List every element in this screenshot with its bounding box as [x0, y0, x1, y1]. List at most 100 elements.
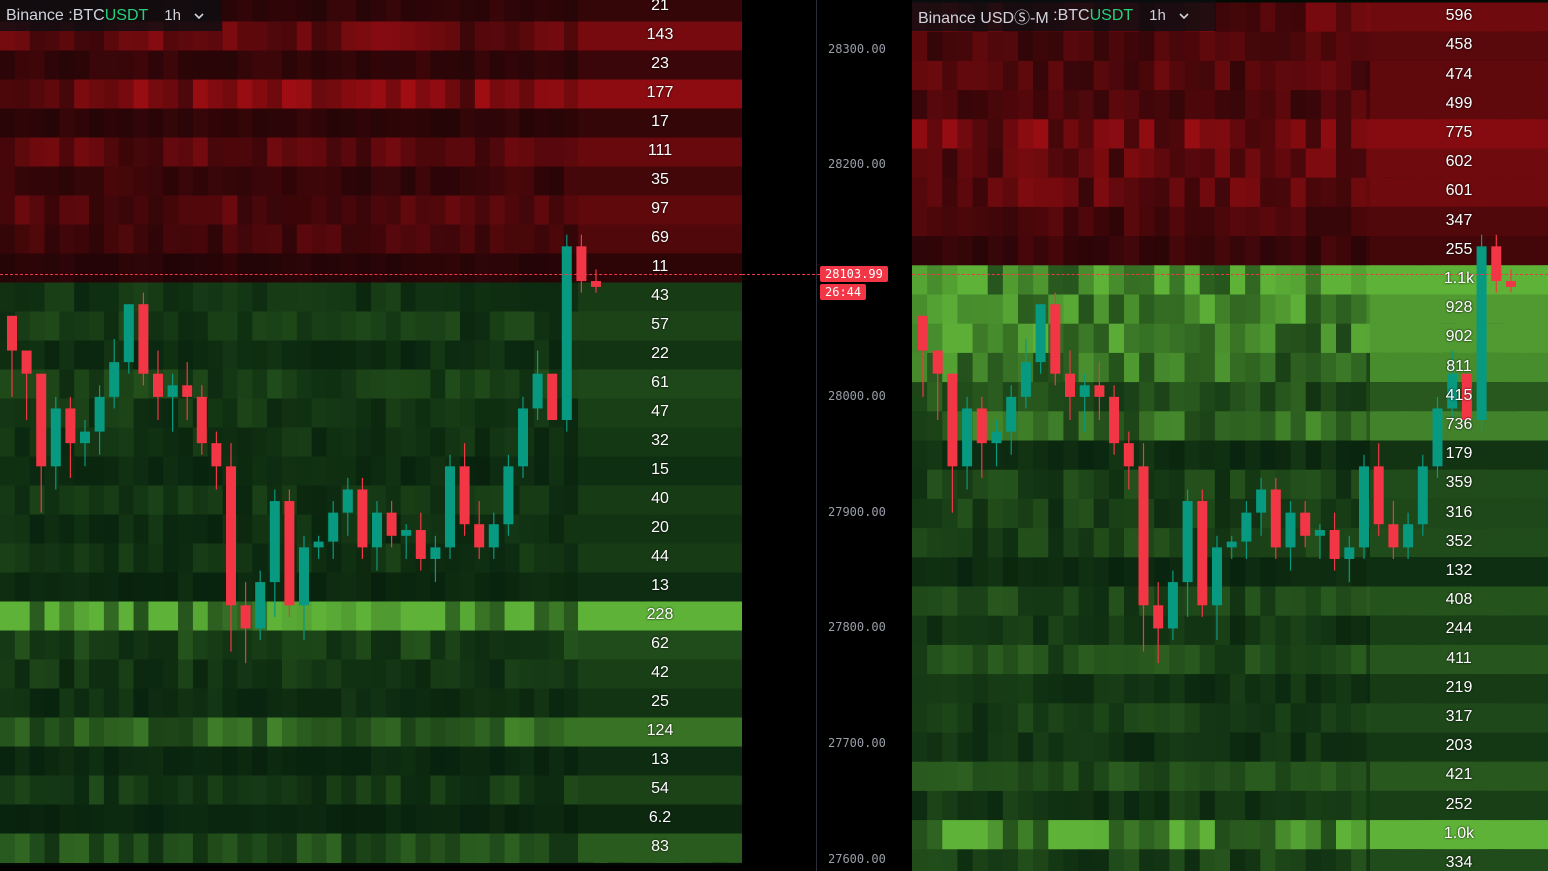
heatmap-cell — [222, 311, 238, 341]
heatmap-cell — [326, 601, 342, 631]
heatmap-cell — [148, 572, 164, 602]
heatmap-cell — [445, 427, 461, 457]
heatmap-cell — [563, 775, 580, 805]
heatmap-cell — [326, 21, 342, 51]
heatmap-cell — [356, 21, 372, 51]
heatmap-cell — [371, 398, 387, 428]
heatmap-cell — [371, 369, 387, 399]
heatmap-cell — [371, 0, 387, 22]
heatmap-cell — [29, 514, 46, 544]
heatmap-cell — [89, 166, 105, 196]
orderbook-level-label: 775 — [1445, 123, 1473, 141]
heatmap-cell — [296, 340, 313, 370]
heatmap-cell — [400, 688, 417, 718]
orderbook-level-label: 244 — [1445, 620, 1473, 638]
heatmap-cell — [415, 456, 431, 486]
heatmap-cell — [59, 50, 75, 80]
left-chart-panel[interactable]: 21 143 23 177 17 111 35 97 69 11 43 57 22 61 47 32 15 40 2… — [0, 0, 742, 865]
heatmap-cell — [296, 717, 313, 747]
heatmap-cell — [1139, 31, 1155, 62]
heatmap-cell — [489, 195, 506, 225]
heatmap-cell — [489, 775, 506, 805]
heatmap-cell — [178, 543, 194, 573]
heatmap-cell — [1260, 31, 1276, 62]
heatmap-cell — [534, 775, 550, 805]
heatmap-cell — [252, 137, 268, 167]
heatmap-cell — [341, 746, 357, 776]
heatmap-cell — [267, 369, 283, 399]
heatmap-cell — [0, 427, 16, 457]
left-timeframe[interactable]: 1h — [164, 7, 181, 24]
heatmap-cell — [1018, 60, 1034, 91]
candle-body — [138, 304, 149, 374]
heatmap-cell — [519, 543, 535, 573]
heatmap-cell — [281, 79, 298, 109]
heatmap-cell — [430, 108, 446, 138]
heatmap-cell — [267, 311, 283, 341]
chevron-down-icon[interactable] — [193, 10, 205, 22]
heatmap-cell — [267, 224, 283, 254]
candle-body — [299, 547, 309, 606]
heatmap-cell — [296, 514, 313, 544]
candle-body — [36, 373, 47, 467]
candle-down — [591, 269, 601, 293]
candle-body — [7, 315, 17, 351]
heatmap-cell — [118, 659, 135, 689]
heatmap-cell — [148, 688, 164, 718]
heatmap-cell — [430, 746, 446, 776]
right-symbol-header[interactable]: Binance USDⓈ-M : BTC USDT 1h — [912, 0, 1216, 31]
candle-body — [80, 431, 90, 444]
candle-body — [976, 408, 987, 444]
heatmap-cell — [237, 746, 253, 776]
heatmap-cell — [89, 659, 105, 689]
heatmap-cell — [415, 485, 431, 515]
heatmap-cell — [89, 253, 105, 283]
heatmap-cell — [445, 572, 461, 602]
heatmap-cell — [430, 340, 446, 370]
heatmap-cell — [267, 717, 283, 747]
right-timeframe[interactable]: 1h — [1149, 7, 1166, 24]
orderbook-level-label: 21 — [651, 0, 669, 14]
heatmap-cell — [1108, 90, 1125, 120]
heatmap-cell — [430, 369, 446, 399]
heatmap-cell — [563, 195, 580, 225]
heatmap-cell — [385, 253, 402, 283]
left-symbol-header[interactable]: Binance : BTC USDT 1h — [0, 0, 222, 31]
heatmap-cell — [415, 137, 431, 167]
heatmap-cell — [415, 688, 431, 718]
heatmap-cell — [400, 514, 417, 544]
heatmap-cell — [311, 688, 327, 718]
candle-body — [962, 408, 973, 467]
heatmap-cell — [103, 253, 120, 283]
heatmap-cell — [460, 0, 476, 22]
heatmap-cell — [207, 630, 224, 660]
heatmap-cell — [0, 514, 16, 544]
heatmap-cell — [385, 746, 402, 776]
heatmap-cell — [356, 717, 372, 747]
candle-up — [962, 396, 973, 490]
heatmap-cell — [400, 746, 417, 776]
heatmap-cell — [118, 688, 135, 718]
heatmap-cell — [207, 601, 224, 631]
heatmap-cell — [163, 166, 179, 196]
heatmap-cell — [504, 630, 520, 660]
candle-body — [430, 547, 441, 559]
heatmap-cell — [489, 427, 506, 457]
heatmap-cell — [549, 775, 565, 805]
heatmap-cell — [207, 369, 224, 399]
heatmap-cell — [430, 224, 446, 254]
heatmap-cell — [326, 195, 342, 225]
heatmap-cell — [1336, 60, 1352, 91]
heatmap-cell — [74, 50, 90, 80]
chevron-down-icon[interactable] — [1178, 10, 1190, 22]
heatmap-cell — [371, 166, 387, 196]
candle-up — [123, 304, 134, 374]
right-chart-panel[interactable]: 596 458 474 499 775 602 601 347 255 1.1k 928 902 811… — [912, 0, 1548, 871]
heatmap-cell — [44, 833, 60, 863]
orderbook-level-label: 317 — [1445, 707, 1473, 725]
price-axis[interactable] — [742, 0, 912, 871]
heatmap-cell — [74, 775, 90, 805]
heatmap-cell — [489, 340, 506, 370]
heatmap-cell — [118, 137, 135, 167]
heatmap-cell — [1305, 2, 1322, 33]
